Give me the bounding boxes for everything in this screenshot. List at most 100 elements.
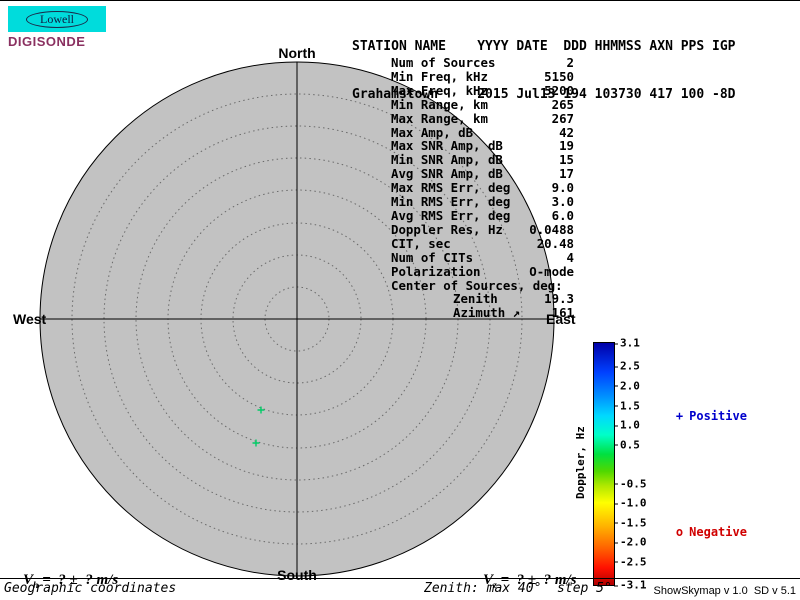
digisonde-wordmark: DIGISONDE <box>8 34 86 49</box>
compass-east-label: East <box>546 311 576 327</box>
param-value: 3.0 <box>551 194 574 210</box>
param-label: Min Range, km <box>391 96 488 112</box>
param-value: 42 <box>559 124 574 140</box>
zenith-range-note: Zenith: max 40° step 5° <box>424 581 612 596</box>
skymap-source-point <box>252 439 260 447</box>
param-row: Avg SNR Amp, dB 17 <box>391 167 574 181</box>
doppler-colorbar: 3.1 2.5 2.0 1.5 1.0 0.5 -0.5 -1.0 -1.5 -… <box>593 337 647 592</box>
vh-readout: Vh = ? ± ? m/s <box>8 555 118 600</box>
vh-subscript: h <box>33 580 39 591</box>
colorbar-tick: -3.1 <box>614 578 647 592</box>
param-label: Polarization <box>391 263 481 279</box>
param-value: 267 <box>551 110 574 126</box>
param-label: Min RMS Err, deg <box>391 194 511 210</box>
param-value: 265 <box>551 96 574 112</box>
param-label: Num of CITs <box>391 249 474 265</box>
param-row: Min RMS Err, deg 3.0 <box>391 195 574 209</box>
colorbar-tick: 2.0 <box>614 379 640 393</box>
param-label: Num of Sources <box>391 55 496 70</box>
version-text: ShowSkymap v 1.0 SD v 5.1 <box>653 585 796 597</box>
colorbar-axis-label: Doppler, Hz <box>574 426 587 499</box>
param-row: CIT, sec 20.48 <box>391 235 574 251</box>
lowell-oval-logo: Lowell <box>26 10 88 28</box>
vz-symbol: V <box>483 572 494 588</box>
vz-value: = ? ± ? m/s <box>496 572 577 588</box>
vh-value: = ? ± ? m/s <box>38 572 119 588</box>
colorbar-tick: -2.0 <box>614 535 647 549</box>
param-value: 4 <box>566 249 574 265</box>
param-value: 19 <box>559 138 574 154</box>
sources-layer <box>252 406 265 447</box>
colorbar-tick: -2.5 <box>614 555 647 569</box>
param-label: Min SNR Amp, dB <box>391 152 503 168</box>
colorbar-tick: 1.0 <box>614 418 640 432</box>
param-value: 0.0488 <box>529 221 574 237</box>
param-label: Doppler Res, Hz <box>391 221 503 237</box>
param-label: Max Range, km <box>391 110 488 126</box>
param-label: Min Freq, kHz <box>391 68 488 84</box>
param-row: Zenith 19.3 <box>391 292 574 306</box>
colorbar-tick: -1.0 <box>614 496 647 510</box>
param-label: Max SNR Amp, dB <box>391 138 503 154</box>
param-value: 9.0 <box>551 180 574 196</box>
param-value: 20.48 <box>536 235 574 251</box>
param-value: 6.0 <box>551 207 574 223</box>
param-value: 17 <box>559 166 574 182</box>
header-values-row: Grahamstown 2015 Jul13 194 103730 417 10… <box>352 87 736 102</box>
param-row: Max Range, km 267 <box>391 110 574 126</box>
param-row: Max Amp, dB 42 <box>391 124 574 140</box>
param-value: 5200 <box>544 82 574 98</box>
negative-legend-label: Negative <box>689 525 747 539</box>
param-value: 19.3 <box>544 291 574 307</box>
vz-subscript: z <box>493 580 497 591</box>
param-row: Center of Sources, deg: <box>391 277 574 293</box>
param-label: Azimuth ↗ <box>453 305 521 321</box>
plus-marker-icon: + <box>675 409 684 423</box>
param-value: 161 <box>551 305 574 321</box>
param-label: Zenith <box>453 291 498 307</box>
param-label: Max Amp, dB <box>391 124 474 140</box>
param-label: Center of Sources, deg: <box>391 277 563 293</box>
param-row: Max Freq, kHz 5200 <box>391 82 574 98</box>
colorbar-tick: -0.5 <box>614 477 647 490</box>
param-value: 15 <box>559 152 574 168</box>
compass-north-label: North <box>278 45 316 61</box>
compass-west-label: West <box>13 311 47 327</box>
param-row: Doppler Res, Hz 0.0488 <box>391 221 574 237</box>
vh-symbol: V <box>23 572 34 588</box>
positive-doppler-legend: + Positive <box>647 395 747 437</box>
param-row: Polarization O-mode <box>391 263 574 279</box>
param-row: Min Freq, kHz 5150 <box>391 70 574 84</box>
vz-readout: Vz = ? ± ? m/s <box>468 555 577 600</box>
param-row: Num of CITs 4 <box>391 249 574 265</box>
param-row: Azimuth ↗ 161 <box>391 306 574 320</box>
skymap-source-point <box>257 406 265 414</box>
param-value: 5150 <box>544 68 574 84</box>
logo-background: Lowell <box>8 6 106 32</box>
compass-south-label: South <box>277 567 317 583</box>
param-label: Max RMS Err, deg <box>391 180 511 196</box>
station-header: STATION NAME YYYY DATE DDD HHMMSS AXN PP… <box>352 7 736 135</box>
param-row: Min SNR Amp, dB 15 <box>391 153 574 167</box>
param-row: Num of Sources 2 <box>391 56 574 70</box>
coordinates-note: Geographic coordinates <box>4 581 177 596</box>
lowell-digisonde-logo: Lowell DIGISONDE <box>8 6 106 49</box>
header-labels-row: STATION NAME YYYY DATE DDD HHMMSS AXN PP… <box>352 39 736 54</box>
negative-doppler-legend: o Negative <box>647 511 747 553</box>
param-label: Avg RMS Err, deg <box>391 207 511 223</box>
colorbar-tick: 2.5 <box>614 359 640 373</box>
measurement-parameters-panel: Num of Sources 2 Min Freq, kHz 5150 Max Fr… <box>391 56 574 320</box>
circle-marker-icon: o <box>675 525 684 539</box>
positive-legend-label: Positive <box>689 409 747 423</box>
param-label: CIT, sec <box>391 235 451 251</box>
colorbar-tick: 3.1 <box>614 336 640 350</box>
param-value: O-mode <box>529 263 574 279</box>
param-row: Min Range, km 265 <box>391 96 574 112</box>
param-row: Max SNR Amp, dB 19 <box>391 139 574 153</box>
param-label: Avg SNR Amp, dB <box>391 166 503 182</box>
param-row: Max RMS Err, deg 9.0 <box>391 181 574 195</box>
colorbar-tick: -1.5 <box>614 516 647 530</box>
param-value: 2 <box>566 55 574 70</box>
bottom-divider <box>0 578 800 579</box>
